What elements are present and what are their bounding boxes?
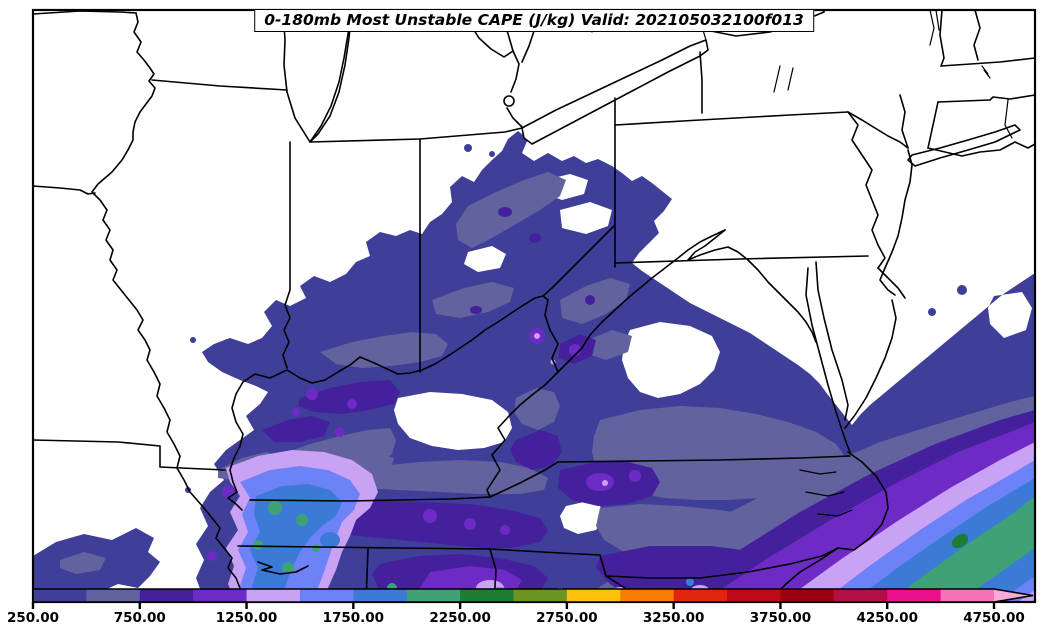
border-kentucky-virginia: [486, 371, 559, 498]
border-top-left: [32, 10, 137, 15]
lake-michigan: [282, 9, 353, 143]
border-michigan-indiana-ohio: [309, 127, 523, 143]
chesapeake-bay-west-shore: [805, 267, 851, 453]
colorbar-segment: [513, 589, 568, 602]
colorbar-segment: [673, 589, 728, 602]
detroit-river: [506, 107, 523, 128]
neuse-estuary: [817, 509, 853, 517]
colorbar-tick-label: 3750.00: [749, 610, 812, 626]
border-newyork-newjersey: [847, 111, 909, 149]
potomac-river: [687, 229, 817, 343]
border-westvirginia-virginia: [557, 229, 726, 373]
colorbar-segment: [193, 589, 248, 602]
border-missouri-arkansas: [32, 439, 226, 471]
quabbin-squiggle: [981, 65, 991, 79]
mississippi-river-mid: [91, 191, 198, 501]
border-tennessee-northcarolina: [489, 461, 559, 498]
colorbar-segment: [940, 589, 995, 602]
contour-level-2250: [951, 533, 969, 549]
colorbar-outline: [32, 588, 1034, 603]
colorbar-tick-label: 2750.00: [536, 610, 598, 626]
delaware-river: [847, 111, 886, 269]
colorbar-extend-arrow: [994, 589, 1033, 602]
outer-banks: [837, 451, 889, 551]
colorbar-segment: [460, 589, 514, 602]
colorbar-segment: [620, 589, 675, 602]
colorbar-tick-label: 750.00: [113, 610, 166, 626]
delmarva-east-coast: [844, 299, 897, 429]
tennessee-river-squiggle: [257, 561, 309, 575]
delaware-bay: [877, 267, 906, 299]
border-vermont-newhampshire: [973, 9, 981, 61]
southern-newengland-coast: [927, 141, 1036, 157]
colorbar-segment: [887, 589, 942, 602]
colorbar-tick-label: 1250.00: [215, 610, 278, 626]
cape-filled-contours: [33, 131, 1035, 602]
colorbar-segment: [86, 589, 141, 602]
colorbar-tick-label: 2250.00: [429, 610, 491, 626]
map-title-text: 0-180mb Most Unstable CAPE (J/kg) Valid:…: [264, 11, 804, 29]
colorbar-segment: [780, 589, 835, 602]
ohio-river: [229, 224, 616, 493]
border-wisconsin-illinois: [151, 79, 288, 91]
border-illinois-indiana-wabash: [282, 141, 291, 369]
border-massachusetts-north: [940, 57, 1036, 67]
lake-erie: [521, 39, 709, 145]
colorbar-segment: [833, 589, 888, 602]
chesapeake-bay-east-shore: [815, 261, 849, 421]
border-connecticut-newyork: [927, 101, 939, 149]
colorbar-segment: [33, 589, 87, 602]
colorbar-segment: [406, 589, 461, 602]
long-island: [907, 124, 1021, 167]
colorbar-tick-label: 250.00: [6, 610, 60, 626]
finger-lakes: [773, 65, 794, 93]
border-kentucky-westvirginia: [542, 295, 559, 373]
michigan-west-shore: [309, 9, 353, 143]
border-pennsylvania-north: [614, 111, 849, 126]
mississippi-river-upper: [91, 12, 156, 193]
border-kentucky-tennessee: [249, 496, 491, 502]
border-massachusetts-south: [937, 94, 1036, 103]
border-tennessee-south: [237, 545, 491, 550]
colorbar-segment: [353, 589, 408, 602]
colorbar-tick-label: 1750.00: [322, 610, 385, 626]
border-newyork-pennsylvania-west: [699, 51, 703, 114]
lake-champlain: [929, 9, 940, 46]
michigan-thumb: [510, 50, 520, 93]
border-maryland-pennsylvania: [614, 255, 869, 264]
border-newyork-vermont: [939, 9, 945, 67]
colorbar-segment: [566, 589, 621, 602]
colorbar-tick-label: 3250.00: [642, 610, 705, 626]
albemarle-sound: [799, 469, 837, 475]
border-iowa-missouri: [32, 185, 96, 195]
hudson-river: [899, 94, 909, 149]
map-title: 0-180mb Most Unstable CAPE (J/kg) Valid:…: [254, 9, 814, 32]
colorbar-segment: [299, 589, 354, 602]
colorbar-segment: [246, 589, 301, 602]
colorbar-segment: [139, 589, 194, 602]
border-connecticut-rhodeisland: [1004, 99, 1013, 139]
colorbar-segment: [727, 589, 781, 602]
border-virginia-northcarolina: [557, 455, 851, 463]
new-madrid-bend: [227, 491, 243, 511]
colorbar-tick-label: 4250.00: [856, 610, 918, 626]
pamlico-sound: [805, 491, 845, 497]
border-northcarolina-southcarolina: [489, 547, 839, 579]
colorbar: [31, 588, 1034, 609]
colorbar-tick-label: 4750.00: [963, 610, 1025, 626]
newjersey-coast: [879, 149, 913, 296]
lake-st-clair: [503, 95, 515, 107]
